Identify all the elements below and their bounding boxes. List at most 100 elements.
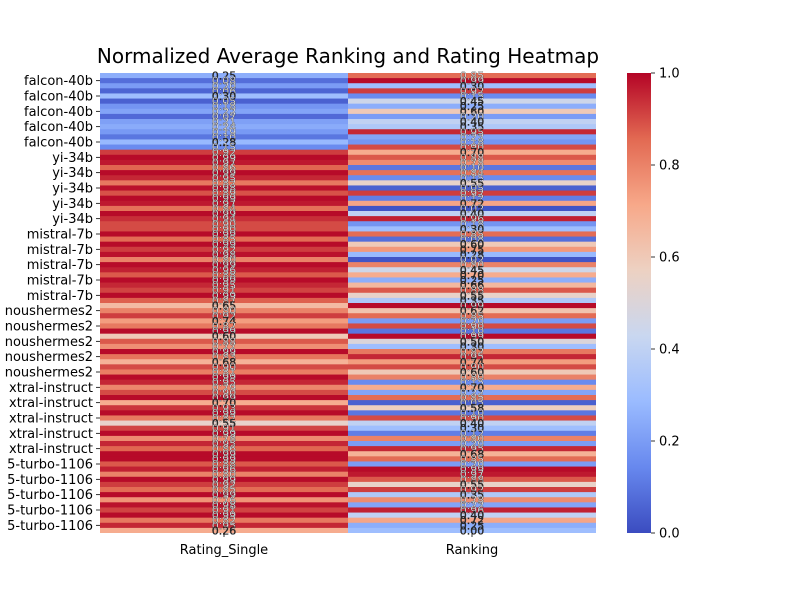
- heatmap-cell: [348, 282, 596, 289]
- heatmap-cell: [100, 476, 349, 483]
- heatmap-cell: [348, 384, 596, 391]
- heatmap-cell: [348, 400, 596, 406]
- cell-value-label: 0.68: [212, 356, 237, 369]
- cell-value-label: 0.28: [212, 136, 237, 149]
- colorbar-tick-label: 0.6: [659, 251, 680, 266]
- heatmap-cell: [100, 507, 349, 514]
- heatmap-cell: [100, 487, 349, 493]
- heatmap-cell: [348, 507, 596, 514]
- heatmap-cell: [348, 435, 596, 442]
- cell-value-label: 0.20: [460, 110, 485, 123]
- heatmap-cell: [348, 492, 596, 498]
- cell-value-label: 0.99: [212, 427, 237, 440]
- row-tick-label: mistral-7b: [27, 258, 93, 273]
- heatmap-cell: [100, 185, 349, 192]
- heatmap-cell: [348, 83, 596, 89]
- cell-value-label: 0.05: [212, 95, 237, 108]
- colorbar-tick-label: 0.0: [659, 527, 680, 542]
- colorbar-tick-label: 0.4: [659, 343, 680, 358]
- heatmap-cell: [348, 159, 596, 166]
- heatmap-cell: [348, 277, 596, 284]
- heatmap-cell: [348, 185, 596, 192]
- cell-value-label: 0.30: [212, 90, 237, 103]
- cell-value-label: 0.99: [460, 463, 485, 476]
- heatmap-cell: [348, 446, 596, 452]
- cell-value-label: 0.80: [460, 432, 485, 445]
- heatmap-cell: [100, 119, 349, 125]
- cell-value-label: 0.99: [212, 392, 237, 405]
- cell-value-label: 0.30: [460, 422, 485, 435]
- row-tick-label: yi-34b: [52, 182, 93, 197]
- heatmap-cell: [100, 354, 349, 360]
- heatmap-cell: [348, 379, 596, 386]
- heatmap-cell: [100, 124, 349, 130]
- heatmap-cell: [100, 349, 349, 355]
- heatmap-cell: [348, 113, 596, 120]
- heatmap-cell: [100, 272, 349, 278]
- cell-value-label: 0.68: [460, 448, 485, 461]
- row-tick-label: yi-34b: [52, 166, 93, 181]
- cell-value-label: 0.18: [212, 100, 237, 113]
- heatmap-cell: [100, 236, 349, 243]
- heatmap-cell: [348, 502, 596, 508]
- heatmap-cell: [100, 522, 349, 529]
- cell-value-label: 0.22: [460, 499, 485, 512]
- cell-value-label: 0.22: [460, 386, 485, 399]
- heatmap-cell: [100, 395, 349, 401]
- heatmap-cell: [100, 400, 349, 406]
- heatmap-cell: [348, 287, 596, 294]
- cell-value-label: 0.92: [212, 310, 237, 323]
- heatmap-cell: [348, 129, 596, 135]
- cell-value-label: 0.97: [212, 197, 237, 210]
- row-tick-label: yi-34b: [52, 212, 93, 227]
- cell-value-label: 0.95: [212, 376, 237, 389]
- cell-value-label: 0.99: [212, 473, 237, 486]
- cell-value-label: 0.99: [460, 330, 485, 343]
- heatmap-cell: [100, 139, 349, 146]
- cell-value-label: 0.92: [460, 85, 485, 98]
- heatmap-cell: [100, 221, 349, 227]
- cell-value-label: 0.02: [460, 202, 485, 215]
- heatmap-cell: [348, 328, 596, 335]
- cell-value-label: 0.99: [212, 325, 237, 338]
- heatmap-cell: [348, 517, 596, 524]
- row-tick-label: falcon-40b: [24, 105, 93, 120]
- heatmap-cell: [348, 405, 596, 411]
- heatmap-cell: [100, 497, 349, 503]
- cell-value-label: 0.99: [212, 228, 237, 241]
- cell-value-label: 0.02: [460, 254, 485, 267]
- cell-value-label: 0.80: [460, 371, 485, 384]
- cell-value-label: 0.99: [212, 238, 237, 251]
- heatmap-cell: [100, 190, 349, 197]
- cell-value-label: 0.30: [460, 80, 485, 93]
- heatmap-cell: [100, 159, 349, 166]
- cell-value-label: 0.92: [212, 243, 237, 256]
- heatmap-cell: [100, 328, 349, 335]
- heatmap-cell: [348, 395, 596, 401]
- cell-value-label: 0.79: [212, 381, 237, 394]
- heatmap-cell: [348, 297, 596, 304]
- heatmap-cell: [348, 108, 596, 115]
- cell-value-label: 0.08: [460, 233, 485, 246]
- heatmap-cell: [348, 354, 596, 360]
- cell-value-label: 0.15: [460, 172, 485, 185]
- heatmap-cell: [348, 374, 596, 381]
- cell-value-label: 0.40: [460, 116, 485, 129]
- cell-value-label: 0.25: [460, 274, 485, 287]
- heatmap-cell: [100, 384, 349, 391]
- heatmap-cell: [100, 170, 349, 176]
- cell-value-label: 0.72: [460, 514, 485, 527]
- cell-value-label: 0.85: [460, 228, 485, 241]
- cell-value-label: 0.89: [212, 187, 237, 200]
- heatmap-cell: [100, 231, 349, 238]
- heatmap-cell: [348, 267, 596, 273]
- heatmap-cell: [100, 262, 349, 268]
- cell-value-label: 0.28: [460, 248, 485, 261]
- row-tick-label: 5-turbo-1106: [7, 504, 93, 519]
- heatmap-cell: [100, 451, 349, 457]
- heatmap-cell: [100, 134, 349, 140]
- heatmap-cell: [348, 175, 596, 181]
- heatmap-cell: [100, 226, 349, 232]
- heatmap-cell: [348, 359, 596, 365]
- cell-value-label: 0.35: [460, 489, 485, 502]
